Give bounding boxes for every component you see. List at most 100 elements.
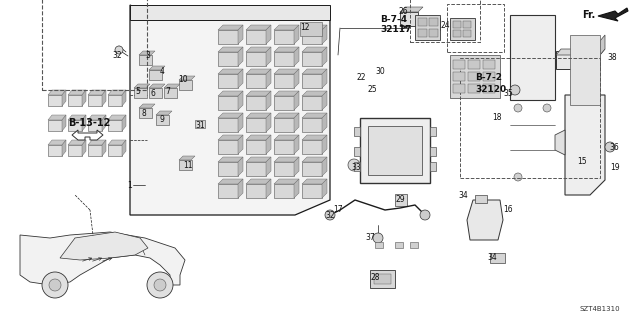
Bar (483, 72, 495, 81)
Bar (422, 18, 440, 30)
Circle shape (543, 104, 551, 112)
Polygon shape (122, 115, 126, 131)
Polygon shape (294, 135, 299, 154)
Polygon shape (108, 115, 126, 120)
Polygon shape (62, 140, 66, 156)
Bar (218, 184, 238, 198)
Text: 32: 32 (325, 211, 335, 219)
Bar (468, 84, 480, 93)
Text: 34: 34 (487, 254, 497, 263)
Text: 36: 36 (609, 144, 619, 152)
Polygon shape (218, 25, 243, 30)
Polygon shape (88, 140, 106, 145)
Bar (218, 52, 238, 66)
Bar (453, 30, 461, 37)
Polygon shape (238, 113, 243, 132)
Polygon shape (218, 113, 243, 118)
Text: B-13-12: B-13-12 (68, 118, 110, 128)
Polygon shape (266, 135, 271, 154)
Text: SZT4B1310: SZT4B1310 (579, 306, 620, 312)
Polygon shape (218, 91, 243, 96)
Polygon shape (565, 95, 605, 195)
Polygon shape (246, 179, 271, 184)
Bar (274, 52, 294, 66)
Polygon shape (238, 91, 243, 110)
Bar (48, 145, 62, 156)
Polygon shape (122, 140, 126, 156)
Polygon shape (294, 69, 299, 88)
Bar (395, 242, 403, 248)
Bar (88, 145, 102, 156)
Polygon shape (102, 115, 106, 131)
Polygon shape (322, 69, 327, 88)
Bar (179, 80, 192, 90)
Circle shape (115, 46, 123, 54)
Polygon shape (218, 69, 243, 74)
Polygon shape (88, 90, 106, 95)
Text: 33: 33 (351, 164, 361, 173)
Polygon shape (302, 157, 327, 162)
Polygon shape (164, 84, 180, 88)
Circle shape (373, 233, 383, 243)
Polygon shape (179, 76, 195, 80)
Bar (48, 120, 62, 131)
Polygon shape (450, 18, 475, 40)
Polygon shape (48, 90, 66, 95)
Bar (246, 96, 266, 110)
Bar (302, 162, 322, 176)
Polygon shape (266, 179, 271, 198)
Bar (463, 30, 471, 37)
Circle shape (605, 142, 615, 152)
Text: 26: 26 (398, 8, 408, 17)
Polygon shape (322, 135, 327, 154)
Bar (108, 120, 122, 131)
Bar (418, 18, 427, 26)
Polygon shape (266, 69, 271, 88)
Text: 12: 12 (300, 24, 310, 33)
Bar (139, 55, 152, 65)
Polygon shape (274, 157, 299, 162)
Polygon shape (122, 90, 126, 106)
Circle shape (42, 272, 68, 298)
Bar (429, 29, 438, 37)
Bar (134, 88, 147, 98)
Polygon shape (322, 113, 327, 132)
Text: 22: 22 (356, 73, 365, 83)
Bar (246, 140, 266, 154)
Polygon shape (68, 90, 86, 95)
Polygon shape (218, 179, 243, 184)
Polygon shape (274, 91, 299, 96)
Text: 11: 11 (183, 161, 193, 170)
Text: B-7-4: B-7-4 (380, 16, 407, 25)
Polygon shape (294, 179, 299, 198)
Bar (468, 72, 480, 81)
Text: 37: 37 (365, 234, 375, 242)
Bar (218, 118, 238, 132)
Bar (139, 108, 152, 118)
Bar (453, 60, 465, 69)
Polygon shape (246, 25, 271, 30)
Bar (400, 12, 418, 26)
Bar (218, 96, 238, 110)
Polygon shape (108, 90, 126, 95)
Bar (246, 74, 266, 88)
Polygon shape (266, 25, 271, 44)
Bar (246, 184, 266, 198)
Bar (149, 88, 162, 98)
Circle shape (325, 210, 335, 220)
Bar (88, 120, 102, 131)
Bar (149, 70, 162, 80)
Polygon shape (60, 232, 148, 260)
Polygon shape (266, 157, 271, 176)
Text: 18: 18 (492, 114, 502, 122)
Polygon shape (179, 156, 195, 160)
Polygon shape (556, 49, 605, 55)
Polygon shape (294, 91, 299, 110)
Polygon shape (302, 113, 327, 118)
Bar (556, 51, 600, 69)
Polygon shape (218, 135, 243, 140)
Polygon shape (108, 140, 126, 145)
Text: 16: 16 (503, 204, 513, 213)
Text: 24: 24 (440, 20, 450, 29)
Bar (274, 30, 294, 44)
